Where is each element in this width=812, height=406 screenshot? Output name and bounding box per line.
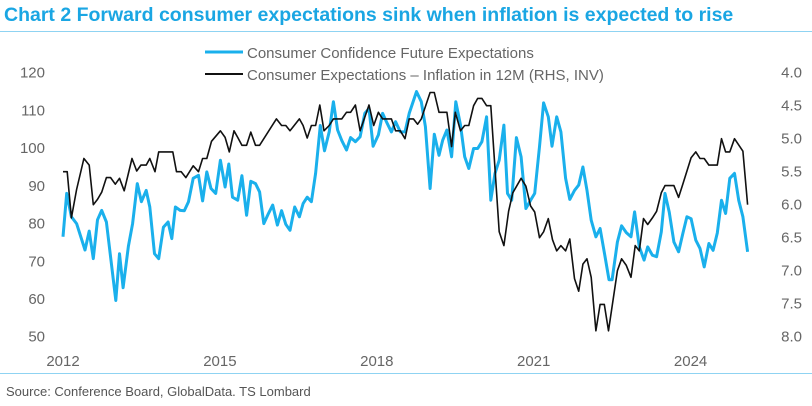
left-axis-ticks: 120 110 100 90 80 70 60 50 [20,65,45,346]
legend: Consumer Confidence Future Expectations … [205,45,604,84]
y2-tick-label: 7.0 [781,263,802,280]
x-tick-label: 2012 [46,353,79,370]
title-divider [0,31,812,32]
y-tick-label: 50 [28,329,45,346]
y2-tick-label: 6.0 [781,197,802,214]
y2-tick-label: 5.0 [781,131,802,148]
y-tick-label: 100 [20,140,45,157]
y-tick-label: 120 [20,65,45,82]
y-tick-label: 70 [28,253,45,270]
source-note: Source: Conference Board, GlobalData. TS… [6,384,311,399]
footer-divider [0,373,812,374]
y-tick-label: 60 [28,291,45,308]
y-tick-label: 90 [28,178,45,195]
series-line-confidence [61,90,750,302]
series-lines [61,90,750,332]
x-tick-label: 2015 [203,353,236,370]
y2-tick-label: 5.5 [781,164,802,181]
x-axis-ticks: 2012 2015 2018 2021 2024 [46,353,707,370]
y2-tick-label: 7.5 [781,296,802,313]
x-tick-label: 2018 [360,353,393,370]
y2-tick-label: 6.5 [781,230,802,247]
x-tick-label: 2024 [674,353,707,370]
chart-title: Chart 2 Forward consumer expectations si… [4,4,734,26]
series-line-inflation [63,91,749,332]
y-tick-label: 80 [28,216,45,233]
y2-tick-label: 8.0 [781,329,802,346]
legend-label-confidence: Consumer Confidence Future Expectations [247,45,534,62]
y2-tick-label: 4.5 [781,98,802,115]
y-tick-label: 110 [21,102,45,119]
x-tick-label: 2021 [517,353,550,370]
y2-tick-label: 4.0 [781,65,802,82]
legend-label-inflation: Consumer Expectations – Inflation in 12M… [247,67,604,84]
right-axis-ticks: 4.0 4.5 5.0 5.5 6.0 6.5 7.0 7.5 8.0 [781,65,802,346]
